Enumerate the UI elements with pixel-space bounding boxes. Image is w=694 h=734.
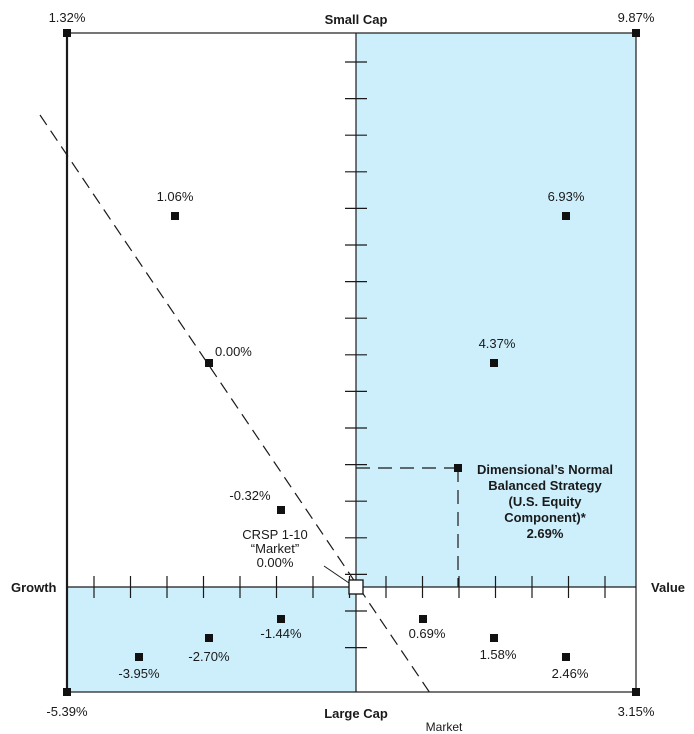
strategy-label-line3: (U.S. Equity bbox=[509, 494, 583, 509]
data-point-marker bbox=[205, 359, 213, 367]
data-point-label: 6.93% bbox=[548, 189, 585, 204]
market-line bbox=[39, 114, 433, 697]
market-callout-line1: CRSP 1-10 bbox=[242, 527, 308, 542]
axis-label-top: Small Cap bbox=[325, 12, 388, 27]
market-line-label: Market bbox=[426, 720, 463, 734]
data-point-label: -3.95% bbox=[118, 666, 160, 681]
data-point-label: 1.06% bbox=[157, 189, 194, 204]
data-labels: 1.06% 6.93% 0.00% 4.37% -0.32% 0.69% -1.44% 1.5… bbox=[118, 189, 588, 681]
corner-label-bottom-right: 3.15% bbox=[618, 704, 655, 719]
data-markers bbox=[135, 212, 570, 661]
data-point-label: -2.70% bbox=[188, 649, 230, 664]
data-point-marker bbox=[562, 653, 570, 661]
corner-label-top-right: 9.87% bbox=[618, 10, 655, 25]
strategy-marker bbox=[454, 464, 462, 472]
strategy-label-line1: Dimensional’s Normal bbox=[477, 462, 613, 477]
data-point-marker bbox=[490, 634, 498, 642]
market-callout-line3: 0.00% bbox=[257, 555, 294, 570]
strategy-label-line4: Component)* bbox=[504, 510, 587, 525]
data-point-marker bbox=[135, 653, 143, 661]
corner-marker-top-right bbox=[632, 29, 640, 37]
corner-label-top-left: 1.32% bbox=[49, 10, 86, 25]
axis-ticks bbox=[93, 61, 606, 649]
market-marker bbox=[348, 579, 364, 595]
data-point-label: 1.58% bbox=[480, 647, 517, 662]
corner-marker-top-left bbox=[63, 29, 71, 37]
data-point-marker bbox=[205, 634, 213, 642]
data-point-label: -1.44% bbox=[260, 626, 302, 641]
corner-label-bottom-left: -5.39% bbox=[46, 704, 88, 719]
axis-label-left: Growth bbox=[11, 580, 57, 595]
data-point-label: 4.37% bbox=[479, 336, 516, 351]
data-point-marker bbox=[419, 615, 427, 623]
data-point-label: 2.46% bbox=[552, 666, 589, 681]
data-point-label: -0.32% bbox=[229, 488, 271, 503]
data-point-marker bbox=[562, 212, 570, 220]
axis-label-bottom: Large Cap bbox=[324, 706, 388, 721]
data-point-marker bbox=[171, 212, 179, 220]
strategy-label-value: 2.69% bbox=[527, 526, 564, 541]
market-callout-leader bbox=[323, 565, 350, 584]
data-point-label: 0.69% bbox=[409, 626, 446, 641]
corner-marker-bottom-left bbox=[63, 688, 71, 696]
data-point-marker bbox=[277, 506, 285, 514]
corner-marker-bottom-right bbox=[632, 688, 640, 696]
axis-label-right: Value bbox=[651, 580, 685, 595]
shade-value-small bbox=[356, 33, 636, 587]
strategy-label-line2: Balanced Strategy bbox=[488, 478, 602, 493]
data-point-label: 0.00% bbox=[215, 344, 252, 359]
market-callout-line2: “Market” bbox=[251, 541, 299, 556]
data-point-marker bbox=[277, 615, 285, 623]
data-point-marker bbox=[490, 359, 498, 367]
